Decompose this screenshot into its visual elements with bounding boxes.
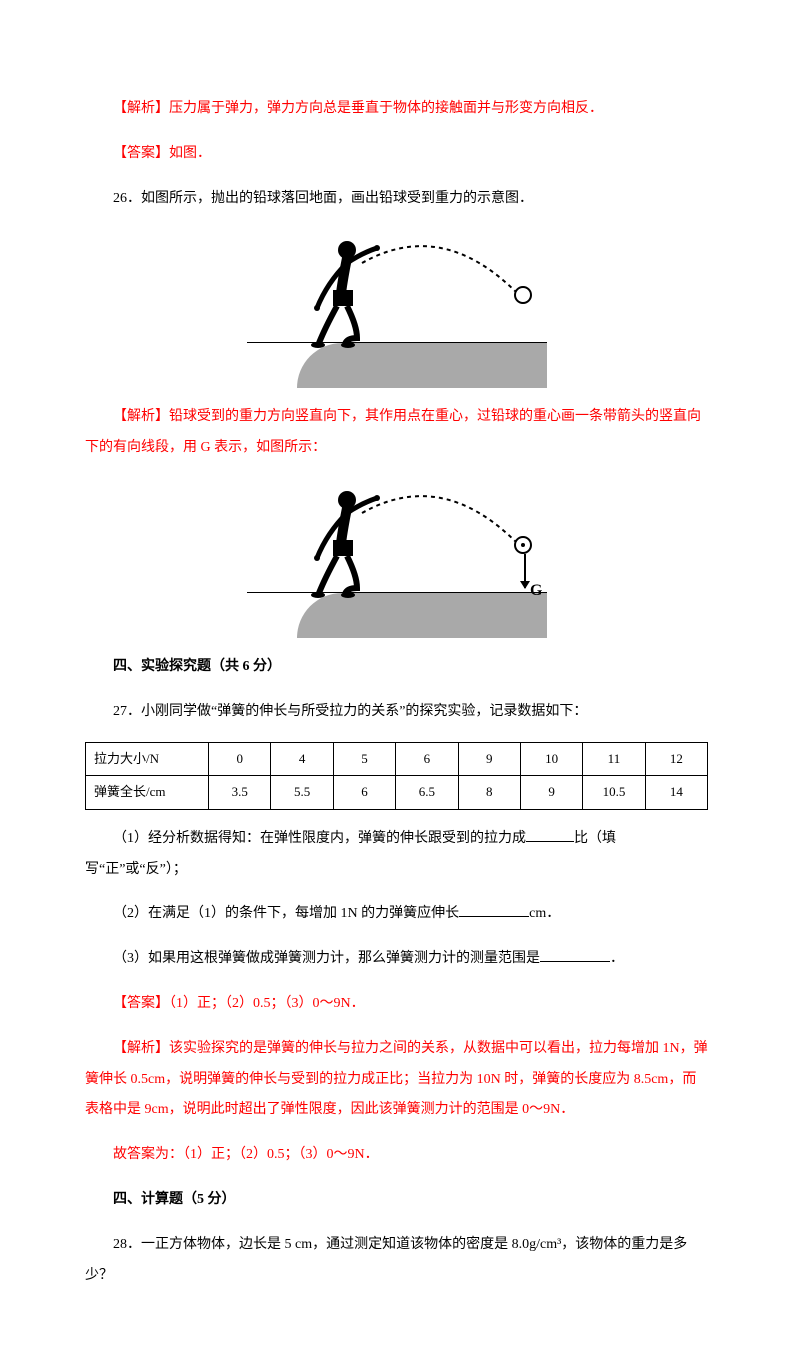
q27-sub1: （1）经分析数据得知：在弹性限度内，弹簧的伸长跟受到的拉力成比（填写“正”或“反… (85, 824, 708, 886)
q26-figure-2: G (85, 478, 708, 638)
table-row: 弹簧全长/cm 3.5 5.5 6 6.5 8 9 10.5 14 (86, 776, 708, 810)
blank-field (459, 902, 529, 917)
q27-answer: 【答案】（1）正；（2）0.5；（3）0～9N． (85, 989, 708, 1020)
row-label: 弹簧全长/cm (86, 776, 209, 810)
q27-analysis-b: 故答案为：（1）正；（2）0.5；（3）0～9N． (85, 1140, 708, 1171)
q26-analysis: 【解析】铅球受到的重力方向竖直向下，其作用点在重心，过铅球的重心画一条带箭头的竖… (85, 402, 708, 464)
q27-stem: 27．小刚同学做“弹簧的伸长与所受拉力的关系”的探究实验，记录数据如下： (85, 697, 708, 728)
q26-text: 26．如图所示，抛出的铅球落回地面，画出铅球受到重力的示意图． (85, 184, 708, 215)
trajectory-curve-2 (357, 488, 527, 558)
analysis-text: 【解析】压力属于弹力，弹力方向总是垂直于物体的接触面并与形变方向相反． (85, 94, 708, 125)
gravity-arrow (524, 554, 526, 588)
gravity-label: G (530, 573, 542, 608)
q26-analysis-text: 【解析】铅球受到的重力方向竖直向下，其作用点在重心，过铅球的重心画一条带箭头的竖… (85, 409, 701, 455)
answer-text: 【答案】如图． (85, 139, 708, 170)
q26-figure-1 (85, 228, 708, 388)
trajectory-curve (357, 238, 527, 308)
blank-field (540, 947, 610, 962)
q27-sub2: （2）在满足（1）的条件下，每增加 1N 的力弹簧应伸长cm． (85, 899, 708, 930)
page: 【解析】压力属于弹力，弹力方向总是垂直于物体的接触面并与形变方向相反． 【答案】… (0, 0, 793, 1345)
q27-sub3: （3）如果用这根弹簧做成弹簧测力计，那么弹簧测力计的测量范围是． (85, 944, 708, 975)
table-row: 拉力大小/N 0 4 5 6 9 10 11 12 (86, 742, 708, 776)
q27-analysis-a: 【解析】该实验探究的是弹簧的伸长与拉力之间的关系，从数据中可以看出，拉力每增加 … (85, 1034, 708, 1126)
q27-table: 拉力大小/N 0 4 5 6 9 10 11 12 弹簧全长/cm 3.5 5.… (85, 742, 708, 810)
section4b-title: 四、计算题（5 分） (85, 1185, 708, 1216)
q28-text: 28．一正方体物体，边长是 5 cm，通过测定知道该物体的密度是 8.0g/cm… (85, 1230, 708, 1292)
section4-title: 四、实验探究题（共 6 分） (85, 652, 708, 683)
ball-icon-2 (514, 536, 532, 554)
blank-field (526, 827, 574, 842)
row-label: 拉力大小/N (86, 742, 209, 776)
ball-icon (514, 286, 532, 304)
